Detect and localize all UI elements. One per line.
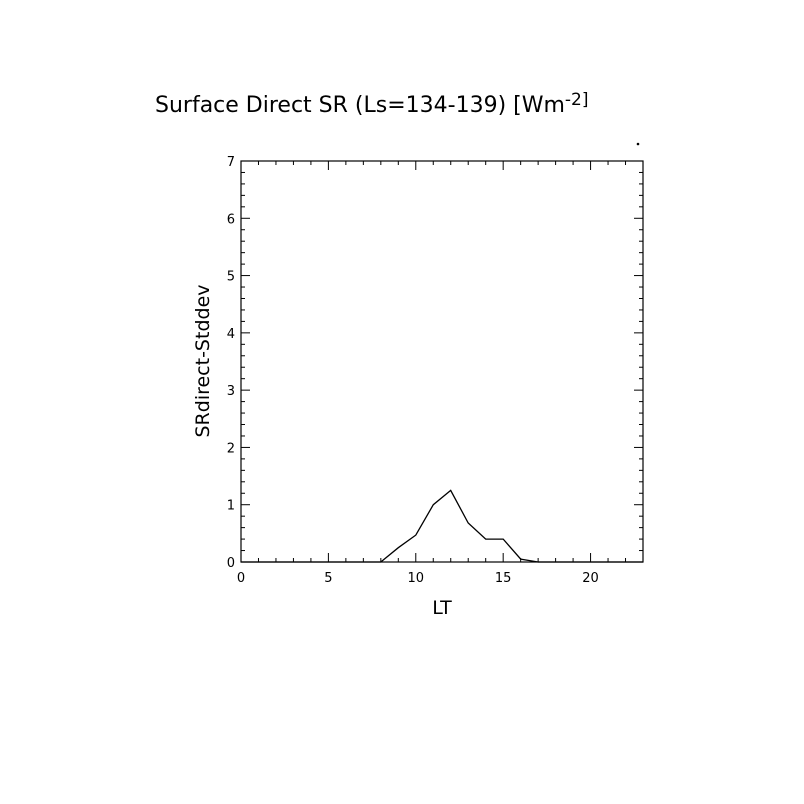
x-tick-label: 5 — [324, 571, 332, 586]
corner-dot — [636, 142, 640, 146]
x-tick-label: 0 — [237, 571, 245, 586]
chart-title: Surface Direct SR (Ls=134-139) [Wm-2] — [155, 90, 589, 118]
y-tick-label: 4 — [227, 327, 235, 342]
x-tick-label: 10 — [408, 571, 425, 586]
x-tick-label: 20 — [582, 571, 599, 586]
x-tick-label: 15 — [495, 571, 512, 586]
y-axis-title: SRdirect-Stddev — [192, 284, 214, 437]
y-tick-label: 3 — [227, 384, 235, 399]
y-tick-label: 0 — [227, 556, 235, 571]
x-axis-title: LT — [432, 597, 452, 619]
y-tick-label: 7 — [227, 155, 235, 170]
plot-frame — [240, 160, 644, 563]
plot-area: 0 5 10 15 20 0 1 2 3 4 5 6 7 — [227, 155, 644, 586]
data-line — [241, 489, 643, 563]
y-tick-label: 6 — [227, 212, 235, 227]
y-tick-label: 5 — [227, 270, 235, 285]
y-tick-label: 1 — [227, 499, 235, 514]
chart-title-superscript: -2] — [565, 90, 589, 110]
chart-title-main: Surface Direct SR (Ls=134-139) [Wm — [155, 93, 565, 118]
y-tick-label: 2 — [227, 441, 235, 456]
